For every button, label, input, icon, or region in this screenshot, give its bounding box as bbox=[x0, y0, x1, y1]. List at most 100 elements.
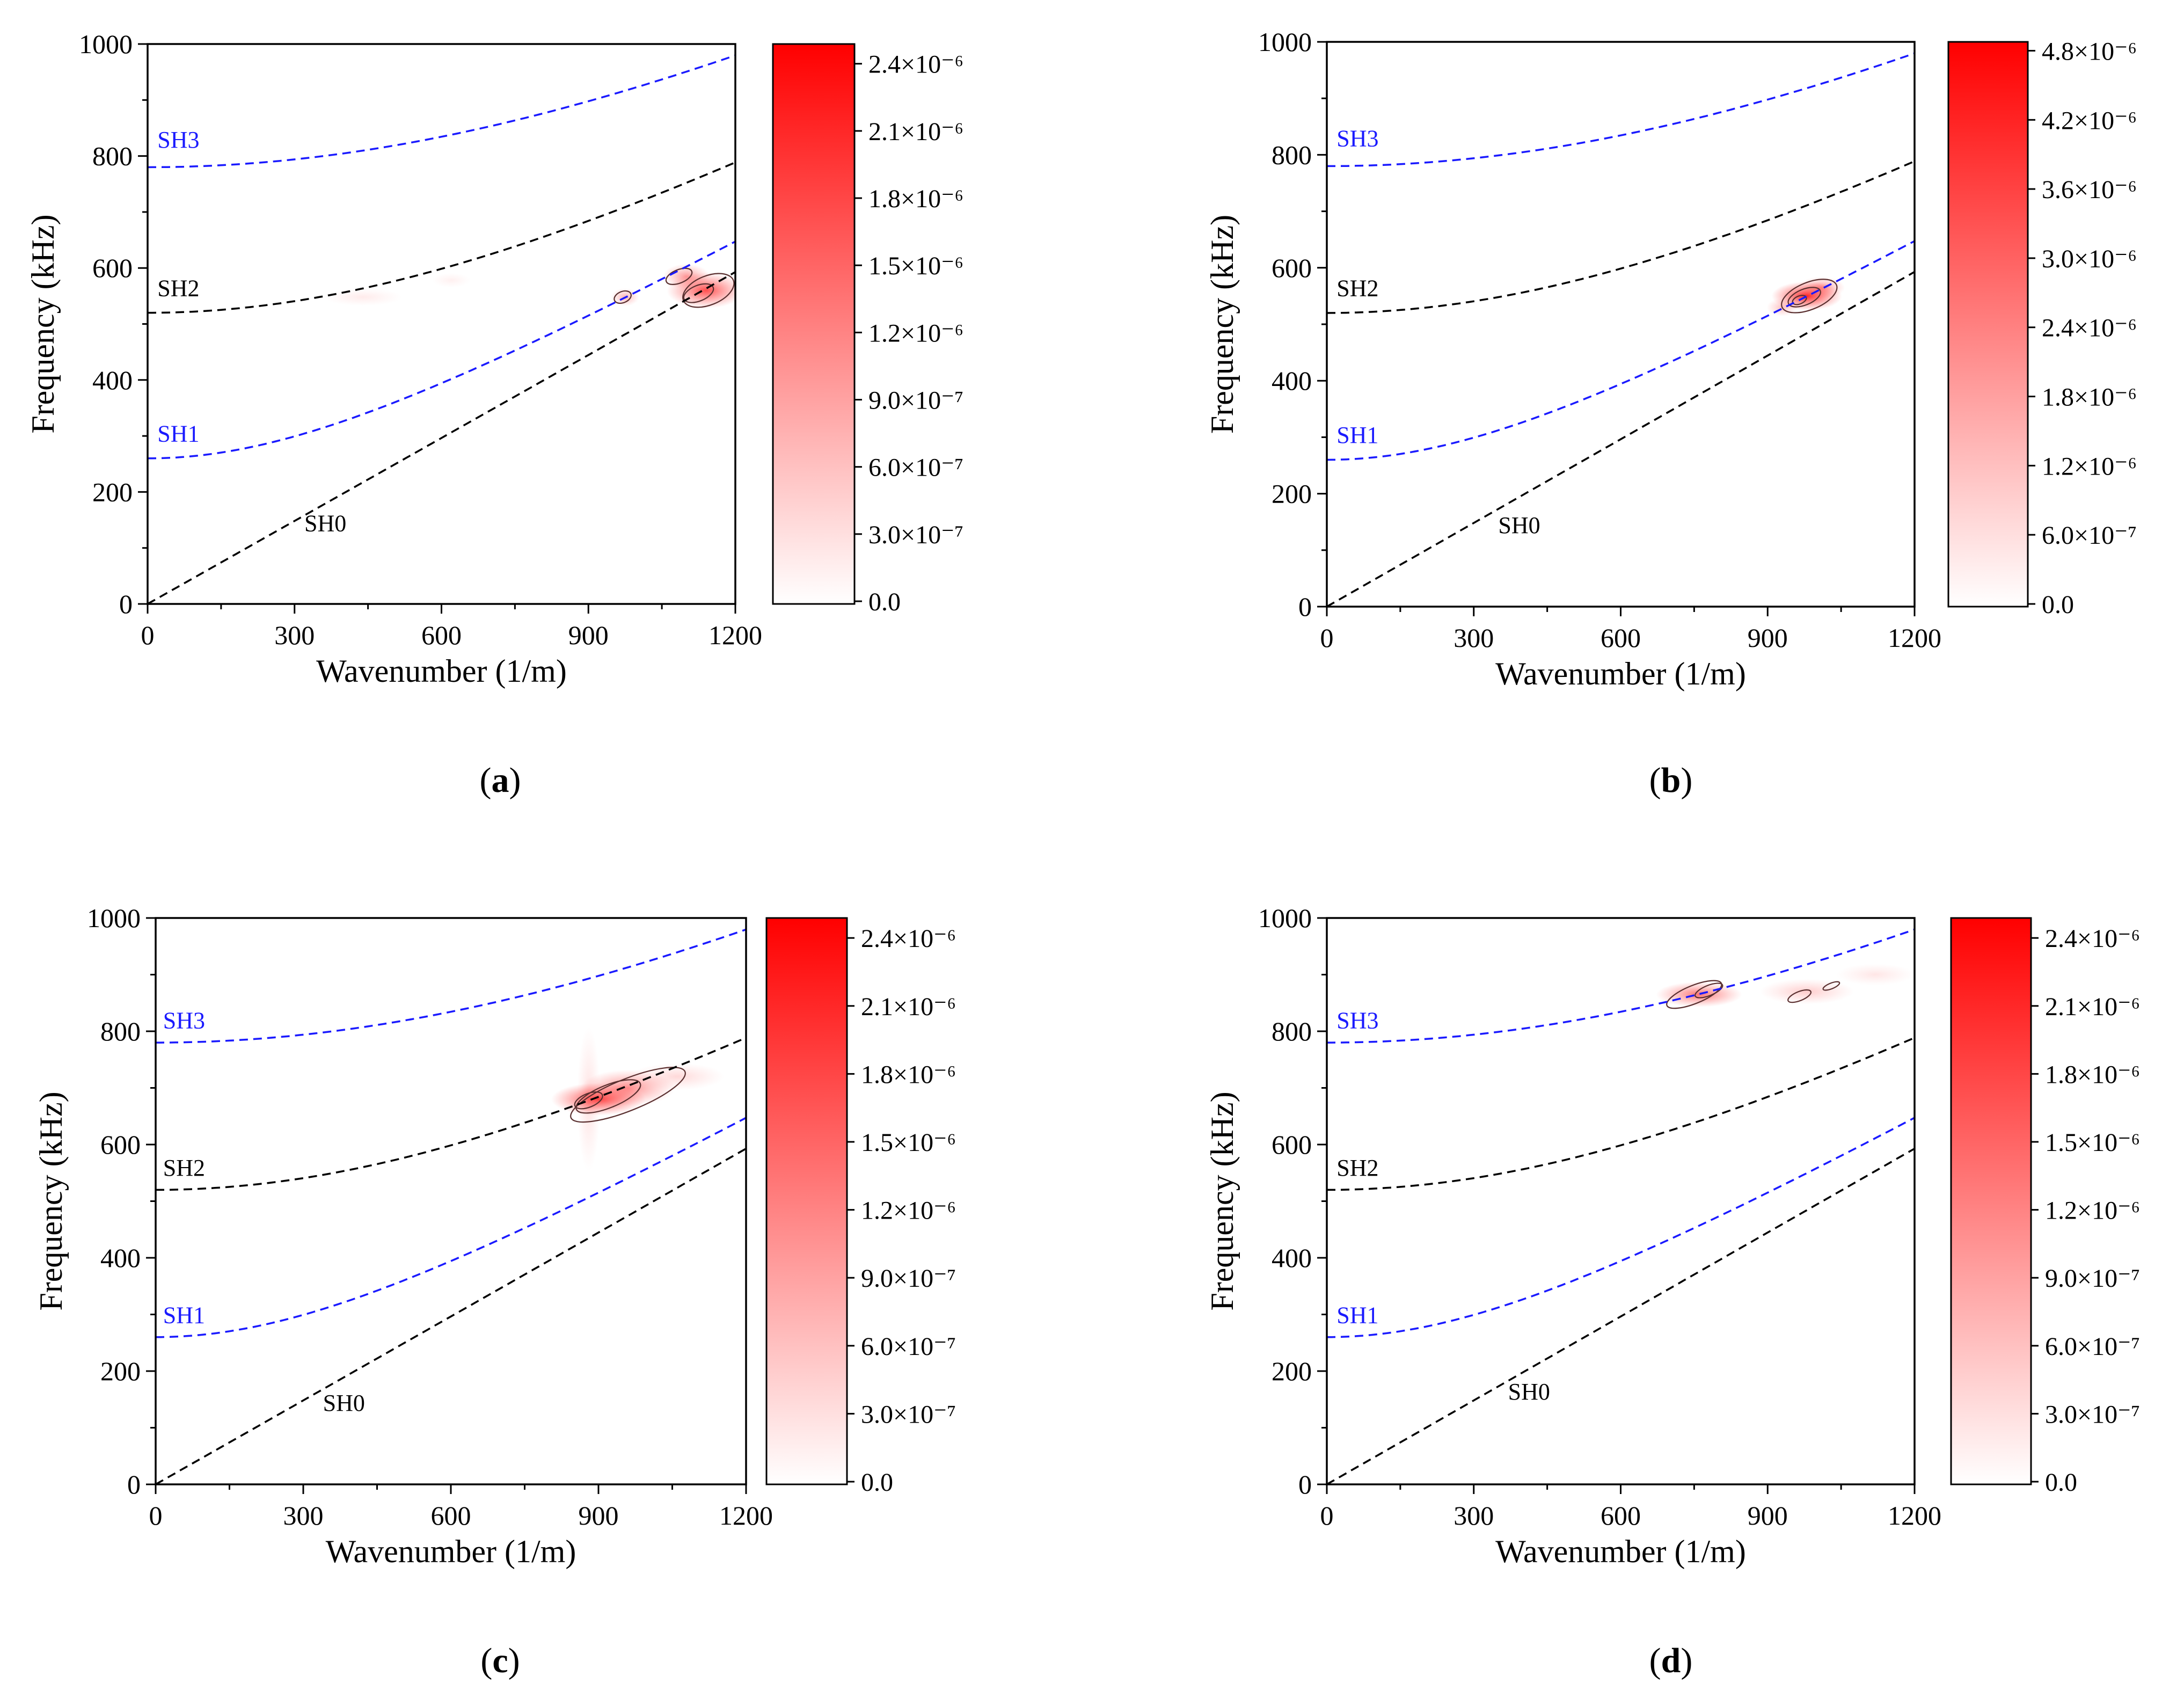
x-tick-label: 600 bbox=[421, 620, 462, 650]
y-tick-label: 800 bbox=[100, 1016, 141, 1046]
colorbar-tick-label: 1.8×10⁻⁶ bbox=[868, 185, 963, 213]
heat-blob bbox=[324, 288, 403, 307]
heat-blob bbox=[662, 264, 710, 289]
dispersion-curves bbox=[156, 928, 746, 1484]
colorbar-tick-label: 1.8×10⁻⁶ bbox=[2045, 1060, 2140, 1089]
colorbar-tick-label: 2.4×10⁻⁶ bbox=[868, 50, 963, 79]
colorbar bbox=[1950, 917, 2032, 1485]
x-axis-label: Wavenumber (1/m) bbox=[1495, 656, 1746, 691]
contour-line bbox=[1781, 279, 1838, 314]
x-axis-label: Wavenumber (1/m) bbox=[1495, 1534, 1746, 1569]
y-tick-label: 600 bbox=[100, 1130, 141, 1160]
y-tick-label: 1000 bbox=[87, 903, 141, 933]
x-tick-label: 900 bbox=[568, 620, 609, 650]
contour-line bbox=[613, 290, 632, 304]
curve-sh3 bbox=[1327, 928, 1915, 1044]
plot-frame bbox=[1326, 41, 1916, 608]
panel-a: SH3 SH2 SH1 SH0 0 300 600 900 1200 0 200 400 600 800 1… bbox=[25, 29, 963, 800]
colorbar-tick-label: 4.2×10⁻⁶ bbox=[2042, 106, 2137, 135]
curve-sh0 bbox=[156, 1148, 746, 1484]
curve-sh2 bbox=[1327, 160, 1915, 314]
x-tick-label: 1200 bbox=[1888, 623, 1941, 653]
curve-sh0 bbox=[148, 271, 735, 604]
heat-blob bbox=[1759, 979, 1854, 1004]
curve-sh3 bbox=[148, 54, 735, 169]
curve-sh3 bbox=[156, 928, 746, 1044]
curve-sh0 bbox=[1327, 271, 1915, 607]
colorbar-tick-label: 2.4×10⁻⁶ bbox=[861, 924, 956, 953]
heat-blob bbox=[576, 1026, 601, 1172]
x-tick-label: 300 bbox=[283, 1500, 324, 1531]
x-tick-label: 900 bbox=[1748, 623, 1788, 653]
colorbar-tick-label: 2.4×10⁻⁶ bbox=[2045, 924, 2140, 953]
colorbar-tick-label: 1.5×10⁻⁶ bbox=[868, 252, 963, 280]
mode-label-sh3: SH3 bbox=[1336, 1008, 1378, 1034]
mode-label-sh3: SH3 bbox=[157, 127, 199, 153]
plot-frame bbox=[155, 917, 747, 1485]
panel-caption: (d) bbox=[1649, 1641, 1693, 1680]
panel-c: SH3 SH2 SH1 SH0 0 300 600 900 1200 0 200 400 600 800 1… bbox=[33, 903, 956, 1680]
curve-sh0 bbox=[1327, 1148, 1915, 1484]
x-tick-label: 900 bbox=[579, 1500, 619, 1531]
y-axis-label: Frequency (kHz) bbox=[33, 1091, 69, 1310]
mode-label-sh0: SH0 bbox=[304, 510, 346, 536]
contour-line bbox=[575, 1079, 641, 1114]
y-tick-label: 200 bbox=[100, 1356, 141, 1386]
x-tick-label: 600 bbox=[431, 1500, 471, 1531]
colorbar-tick-label: 6.0×10⁻⁷ bbox=[861, 1332, 956, 1361]
y-tick-label: 400 bbox=[1272, 366, 1312, 396]
x-tick-label: 0 bbox=[149, 1500, 163, 1531]
colorbar-tick-label: 6.0×10⁻⁷ bbox=[868, 454, 963, 482]
contour-line bbox=[1694, 982, 1723, 999]
colorbar-tick-label: 0.0 bbox=[861, 1468, 893, 1497]
x-axis-label: Wavenumber (1/m) bbox=[316, 653, 567, 689]
y-tick-label: 200 bbox=[1272, 479, 1312, 509]
mode-label-sh0: SH0 bbox=[1498, 512, 1540, 538]
y-tick-label: 200 bbox=[92, 477, 133, 507]
colorbar-tick-label: 6.0×10⁻⁷ bbox=[2045, 1332, 2140, 1361]
x-axis-label: Wavenumber (1/m) bbox=[326, 1534, 576, 1569]
x-tick-label: 1200 bbox=[708, 620, 762, 650]
colorbar-tick-label: 2.1×10⁻⁶ bbox=[868, 118, 963, 146]
heat-blob bbox=[432, 273, 471, 288]
panel-caption: (a) bbox=[480, 761, 521, 800]
y-tick-label: 400 bbox=[1272, 1243, 1312, 1273]
curve-sh1 bbox=[148, 241, 735, 460]
curve-sh1 bbox=[1327, 1117, 1915, 1338]
dispersion-curves bbox=[1327, 52, 1915, 607]
curve-sh2 bbox=[148, 161, 735, 314]
curve-sh1 bbox=[156, 1117, 746, 1338]
contour-line bbox=[1787, 287, 1821, 308]
y-axis-label: Frequency (kHz) bbox=[1204, 1091, 1240, 1310]
x-tick-label: 0 bbox=[141, 620, 155, 650]
mode-label-sh2: SH2 bbox=[1336, 275, 1378, 301]
colorbar-tick-label: 2.1×10⁻⁶ bbox=[2045, 993, 2140, 1021]
contour-line bbox=[683, 283, 714, 303]
mode-label-sh1: SH1 bbox=[1336, 1302, 1378, 1328]
y-tick-label: 400 bbox=[100, 1243, 141, 1273]
x-tick-label: 300 bbox=[274, 620, 315, 650]
colorbar-tick-label: 9.0×10⁻⁷ bbox=[861, 1264, 956, 1293]
y-tick-label: 600 bbox=[1272, 1130, 1312, 1160]
mode-label-sh2: SH2 bbox=[157, 275, 199, 301]
colorbar bbox=[765, 917, 848, 1485]
colorbar-tick-label: 1.2×10⁻⁶ bbox=[868, 319, 963, 347]
y-tick-label: 800 bbox=[1272, 1016, 1312, 1046]
panel-d: SH3 SH2 SH1 SH0 0 300 600 900 1200 0 200 400 600 800 1… bbox=[1204, 903, 2140, 1680]
colorbar bbox=[772, 43, 856, 605]
heatmap-layer bbox=[324, 264, 735, 309]
colorbar-tick-label: 3.6×10⁻⁶ bbox=[2042, 176, 2137, 204]
y-tick-label: 0 bbox=[1298, 1469, 1312, 1499]
mode-label-sh3: SH3 bbox=[1336, 126, 1378, 152]
colorbar-tick-label: 1.5×10⁻⁶ bbox=[2045, 1128, 2140, 1157]
colorbar-tick-label: 6.0×10⁻⁷ bbox=[2042, 521, 2137, 550]
y-tick-label: 200 bbox=[1272, 1356, 1312, 1386]
panel-caption: (c) bbox=[480, 1641, 520, 1680]
x-tick-label: 600 bbox=[1601, 1500, 1641, 1531]
mode-label-sh1: SH1 bbox=[163, 1302, 205, 1328]
colorbar-tick-label: 1.8×10⁻⁶ bbox=[2042, 383, 2137, 412]
x-tick-label: 900 bbox=[1748, 1500, 1788, 1531]
x-tick-label: 1200 bbox=[1888, 1500, 1941, 1531]
colorbar-tick-label: 1.2×10⁻⁶ bbox=[2045, 1197, 2140, 1225]
